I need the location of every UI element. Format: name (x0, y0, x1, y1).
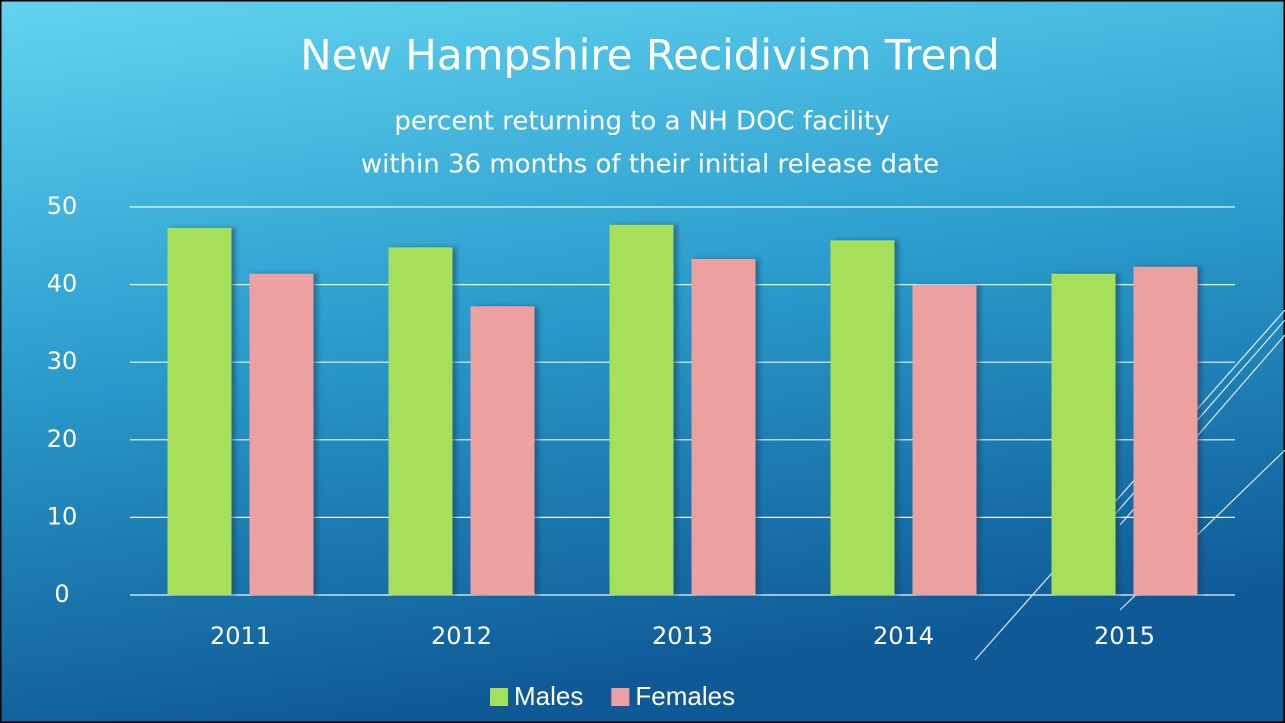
legend-label: Females (635, 681, 735, 711)
chart-title: New Hampshire Recidivism Trend (300, 31, 999, 80)
y-tick-label: 50 (47, 192, 78, 220)
chart-subtitle: within 36 months of their initial releas… (361, 150, 939, 180)
y-tick-label: 10 (47, 502, 78, 530)
bar (1051, 273, 1116, 595)
x-tick-label: 2013 (652, 622, 713, 650)
bar (609, 224, 674, 595)
bar (470, 306, 535, 595)
legend-swatch (490, 688, 508, 706)
bar (167, 227, 232, 595)
bar (691, 258, 756, 595)
y-tick-label: 30 (47, 347, 78, 375)
bar (1133, 266, 1198, 595)
bar (912, 285, 977, 595)
x-tick-label: 2014 (873, 622, 934, 650)
bar (388, 247, 453, 596)
bar (249, 273, 314, 595)
x-tick-label: 2012 (431, 622, 492, 650)
chart-subtitle: percent returning to a NH DOC facility (394, 107, 889, 137)
legend-swatch (611, 688, 630, 706)
x-tick-label: 2015 (1094, 622, 1155, 650)
y-tick-label: 0 (54, 580, 69, 608)
y-tick-label: 40 (47, 270, 78, 298)
y-tick-label: 20 (47, 425, 78, 453)
legend-label: Males (514, 681, 583, 711)
bar (830, 240, 895, 596)
x-tick-label: 2011 (210, 622, 271, 650)
